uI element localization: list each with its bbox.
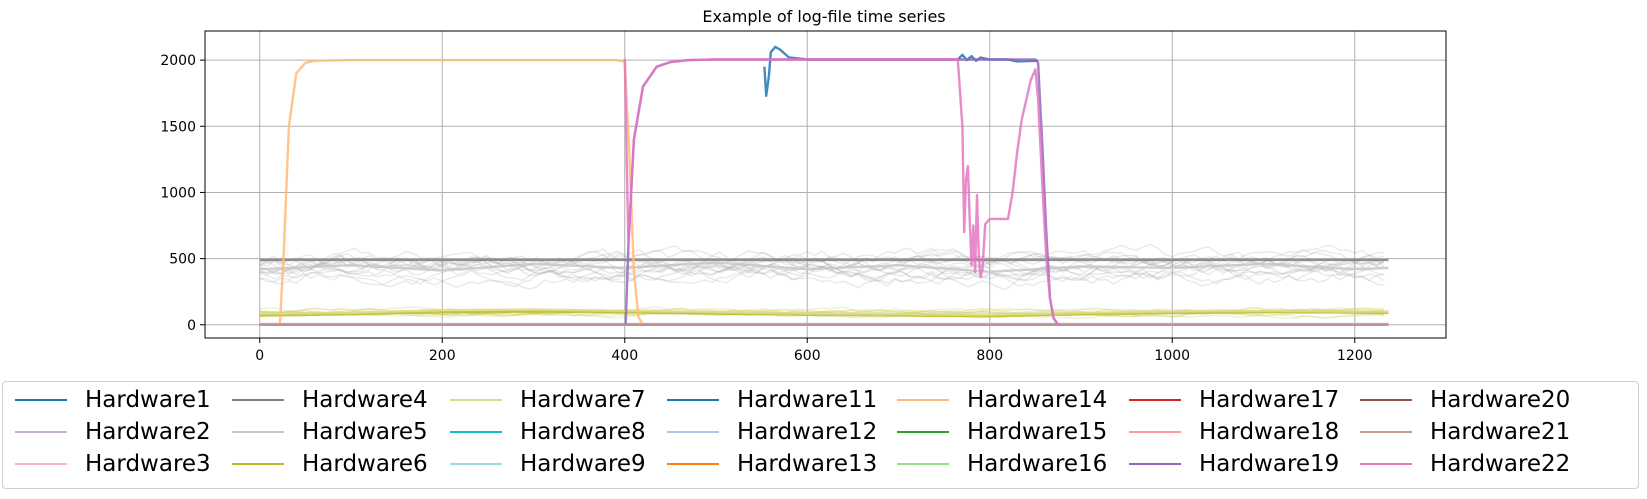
- legend-label: Hardware20: [1430, 387, 1571, 413]
- x-tick-label: 1000: [1154, 348, 1190, 364]
- legend-swatch: [667, 463, 719, 465]
- series-line-hardware7: [259, 308, 1389, 316]
- legend-swatch: [15, 431, 67, 433]
- series-line-hardware11: [763, 45, 1039, 98]
- legend-swatch: [450, 463, 502, 465]
- legend-swatch: [232, 463, 284, 465]
- legend-label: Hardware14: [967, 387, 1108, 413]
- axis-ticks: 0 200 400 600 800 1000 1200 0 500 1000 1500 2000: [160, 53, 1372, 364]
- legend-entry-hardware8: Hardware8: [450, 416, 646, 448]
- legend-label: Hardware16: [967, 451, 1108, 477]
- grid: [205, 31, 1446, 338]
- noise-trace-gray: [259, 255, 1385, 281]
- legend-swatch: [232, 399, 284, 401]
- legend-entry-hardware16: Hardware16: [897, 448, 1107, 480]
- legend-swatch: [897, 431, 949, 433]
- series-line-hardware22: [623, 58, 1060, 326]
- legend-swatch: [1129, 463, 1181, 465]
- noise-trace-gray: [259, 249, 1385, 276]
- legend-swatch: [667, 431, 719, 433]
- series-line-hardware14: [259, 58, 645, 326]
- legend-entry-hardware11: Hardware11: [667, 384, 877, 416]
- legend-swatch: [450, 431, 502, 433]
- x-tick-label: 600: [794, 348, 821, 364]
- legend-label: Hardware21: [1430, 419, 1571, 445]
- series-line-hardware5: [259, 261, 1389, 273]
- legend-swatch: [1360, 431, 1412, 433]
- legend-entry-hardware17: Hardware17: [1129, 384, 1339, 416]
- legend-label: Hardware3: [85, 451, 211, 477]
- legend-swatch: [15, 399, 67, 401]
- legend-swatch: [897, 463, 949, 465]
- legend-entry-hardware18: Hardware18: [1129, 416, 1339, 448]
- noise-trace-gray: [259, 252, 1385, 282]
- legend-label: Hardware4: [302, 387, 428, 413]
- legend-entry-hardware5: Hardware5: [232, 416, 428, 448]
- y-tick-label: 2000: [160, 53, 196, 69]
- legend-entry-hardware20: Hardware20: [1360, 384, 1570, 416]
- legend-swatch: [15, 463, 67, 465]
- legend-entry-hardware14: Hardware14: [897, 384, 1107, 416]
- legend-swatch: [450, 399, 502, 401]
- legend-entry-hardware19: Hardware19: [1129, 448, 1339, 480]
- legend-label: Hardware13: [737, 451, 878, 477]
- legend-swatch: [897, 399, 949, 401]
- noise-trace-olive: [259, 310, 1385, 320]
- legend-entry-hardware9: Hardware9: [450, 448, 646, 480]
- legend-entry-hardware15: Hardware15: [897, 416, 1107, 448]
- legend-label: Hardware7: [520, 387, 646, 413]
- legend-label: Hardware19: [1199, 451, 1340, 477]
- legend-swatch: [232, 431, 284, 433]
- legend-label: Hardware17: [1199, 387, 1340, 413]
- legend-label: Hardware6: [302, 451, 428, 477]
- legend-label: Hardware9: [520, 451, 646, 477]
- legend-swatch: [1360, 399, 1412, 401]
- background-noise-traces: [259, 243, 1385, 320]
- legend-swatch: [1129, 399, 1181, 401]
- legend-entry-hardware21: Hardware21: [1360, 416, 1570, 448]
- y-tick-label: 1000: [160, 185, 196, 201]
- legend-entry-hardware7: Hardware7: [450, 384, 646, 416]
- noise-trace-gray: [259, 252, 1385, 276]
- legend-label: Hardware11: [737, 387, 878, 413]
- y-tick-label: 500: [169, 252, 196, 268]
- legend-swatch: [667, 399, 719, 401]
- legend-label: Hardware12: [737, 419, 878, 445]
- x-tick-label: 800: [976, 348, 1003, 364]
- series-line-hardware6: [259, 310, 1389, 318]
- chart-title: Example of log-file time series: [702, 7, 945, 26]
- legend-label: Hardware5: [302, 419, 428, 445]
- legend-label: Hardware1: [85, 387, 211, 413]
- chart-figure: Example of log-file time series 0 200 400 6…: [160, 7, 1447, 364]
- legend-entry-hardware13: Hardware13: [667, 448, 877, 480]
- noise-trace-gray: [259, 253, 1385, 282]
- legend-label: Hardware15: [967, 419, 1108, 445]
- noise-trace-gray: [259, 254, 1385, 276]
- legend-label: Hardware22: [1430, 451, 1571, 477]
- x-tick-label: 400: [611, 348, 638, 364]
- legend-entry-hardware1: Hardware1: [15, 384, 211, 416]
- legend-entry-hardware6: Hardware6: [232, 448, 428, 480]
- legend-entry-hardware4: Hardware4: [232, 384, 428, 416]
- legend-swatch: [1360, 463, 1412, 465]
- y-tick-label: 1500: [160, 119, 196, 135]
- plot-frame: [204, 30, 1447, 339]
- y-tick-label: 0: [187, 318, 196, 334]
- legend-entry-hardware2: Hardware2: [15, 416, 211, 448]
- series-lines: [259, 45, 1389, 326]
- noise-trace-gray: [259, 264, 1385, 291]
- legend-entry-hardware22: Hardware22: [1360, 448, 1570, 480]
- x-tick-label: 1200: [1337, 348, 1373, 364]
- x-tick-label: 0: [255, 348, 264, 364]
- x-tick-label: 200: [429, 348, 456, 364]
- legend-label: Hardware18: [1199, 419, 1340, 445]
- legend-entry-hardware3: Hardware3: [15, 448, 211, 480]
- legend-label: Hardware2: [85, 419, 211, 445]
- chart-legend: Hardware1 Hardware2 Hardware3 Hardware4 Hard…: [2, 381, 1639, 489]
- legend-label: Hardware8: [520, 419, 646, 445]
- legend-swatch: [1129, 431, 1181, 433]
- legend-entry-hardware12: Hardware12: [667, 416, 877, 448]
